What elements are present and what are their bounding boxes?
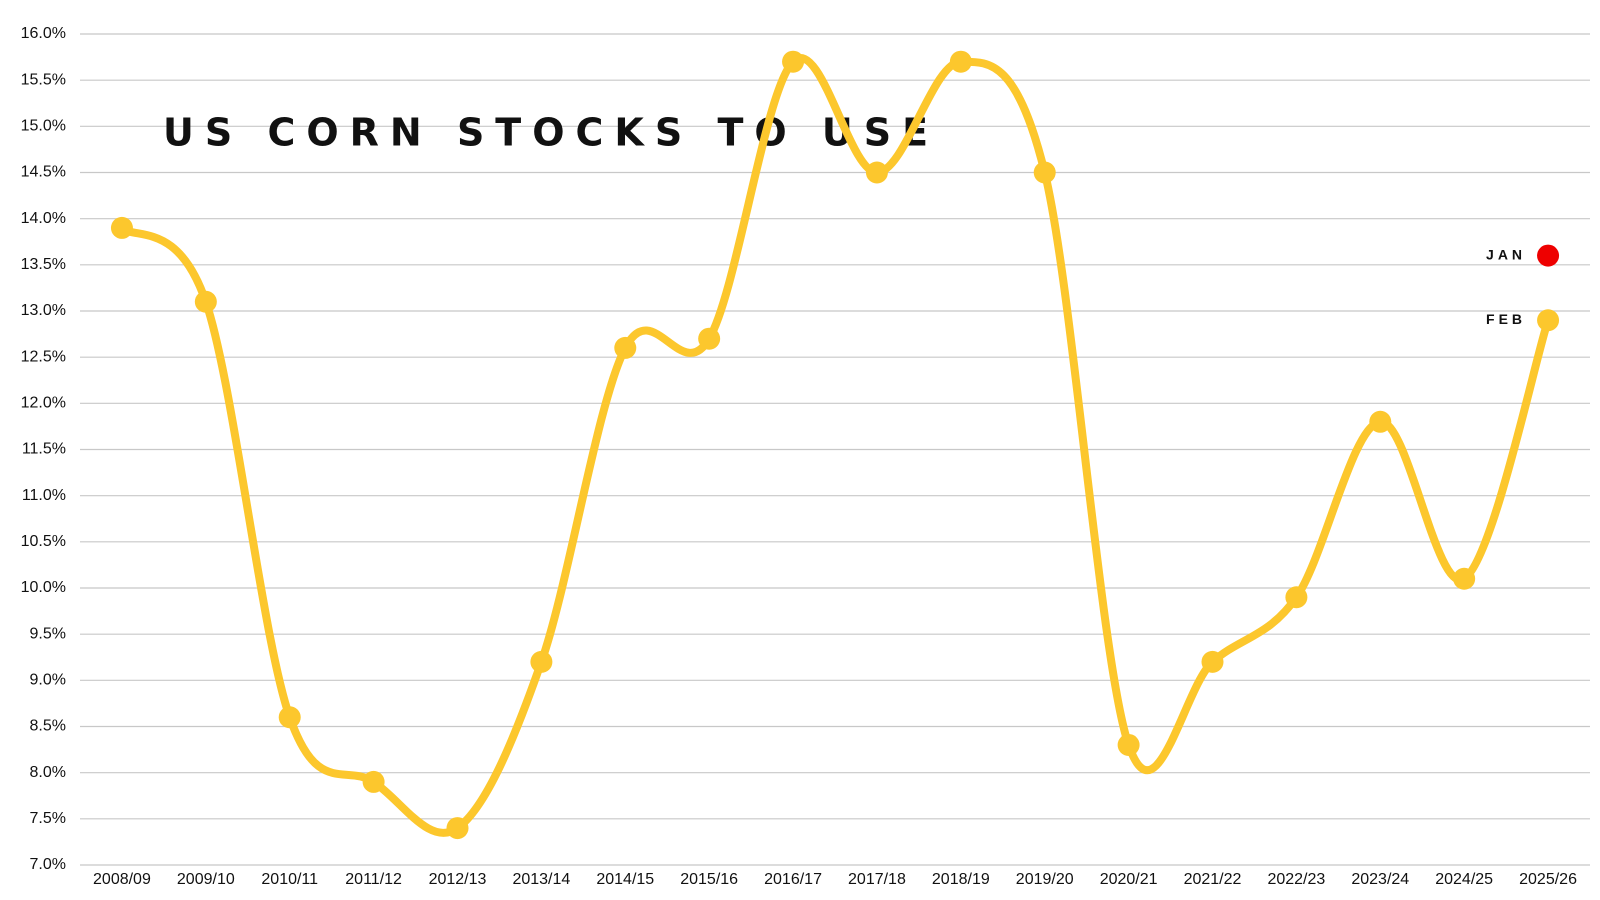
data-point (614, 336, 637, 359)
x-tick-label: 2025/26 (1519, 871, 1577, 888)
data-point (698, 327, 721, 350)
x-tick-label: 2019/20 (1016, 871, 1074, 888)
x-tick-label: 2008/09 (93, 871, 151, 888)
data-point (530, 650, 553, 673)
data-point (1285, 586, 1308, 609)
y-tick-label: 11.0% (22, 487, 66, 504)
data-point (1201, 650, 1224, 673)
y-tick-label: 15.5% (21, 71, 66, 88)
x-tick-label: 2021/22 (1184, 871, 1242, 888)
x-tick-label: 2024/25 (1435, 871, 1493, 888)
data-point (278, 706, 301, 729)
point-label: FEB (1486, 311, 1526, 327)
y-tick-label: 15.0% (21, 118, 66, 135)
data-point (362, 770, 385, 793)
x-tick-label: 2017/18 (848, 871, 906, 888)
x-tick-label: 2015/16 (680, 871, 738, 888)
x-tick-label: 2011/12 (345, 871, 402, 888)
y-tick-label: 13.0% (21, 302, 66, 319)
data-point (1537, 244, 1560, 267)
data-point (1453, 567, 1476, 590)
data-point (446, 817, 469, 840)
y-tick-label: 8.5% (30, 718, 66, 735)
y-tick-label: 14.5% (21, 164, 66, 181)
y-tick-label: 9.5% (30, 625, 66, 642)
data-point (1537, 309, 1560, 332)
x-tick-label: 2012/13 (429, 871, 487, 888)
data-point (110, 216, 133, 239)
data-point (1369, 410, 1392, 433)
x-tick-label: 2016/17 (764, 871, 822, 888)
y-tick-label: 14.0% (21, 210, 66, 227)
x-tick-label: 2010/11 (261, 871, 318, 888)
y-tick-label: 9.0% (30, 672, 66, 689)
data-point (865, 161, 888, 184)
y-tick-label: 7.5% (30, 810, 66, 827)
y-tick-label: 12.5% (21, 348, 66, 365)
x-tick-label: 2020/21 (1100, 871, 1158, 888)
x-tick-label: 2009/10 (177, 871, 235, 888)
x-tick-label: 2022/23 (1267, 871, 1325, 888)
series-line (119, 54, 1552, 837)
point-label: JAN (1486, 246, 1526, 262)
x-tick-label: 2018/19 (932, 871, 990, 888)
y-tick-label: 12.0% (21, 395, 66, 412)
y-tick-label: 7.0% (30, 856, 66, 873)
y-tick-label: 13.5% (21, 256, 66, 273)
y-tick-label: 10.0% (21, 579, 66, 596)
x-tick-label: 2023/24 (1351, 871, 1409, 888)
data-point (1117, 733, 1140, 756)
y-tick-label: 10.5% (21, 533, 66, 550)
x-tick-label: 2014/15 (596, 871, 654, 888)
y-tick-label: 16.0% (21, 25, 66, 42)
data-point (1033, 161, 1056, 184)
y-tick-label: 8.0% (30, 764, 66, 781)
data-point (782, 50, 805, 73)
data-point (194, 290, 217, 313)
x-tick-label: 2013/14 (512, 871, 570, 888)
chart-title: US CORN STOCKS TO USE (163, 111, 939, 155)
data-point (949, 50, 972, 73)
y-tick-label: 11.5% (22, 441, 66, 458)
